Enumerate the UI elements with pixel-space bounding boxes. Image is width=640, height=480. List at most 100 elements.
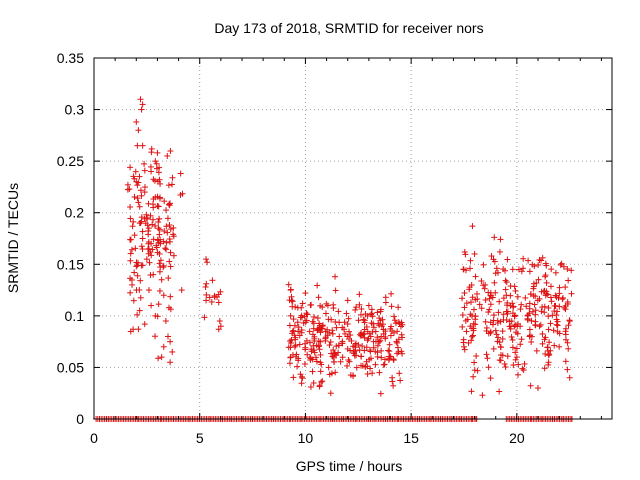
data-point [165, 182, 172, 189]
data-point [562, 328, 569, 335]
data-point [346, 328, 353, 335]
y-tick-label: 0.1 [65, 308, 85, 324]
data-point [150, 204, 157, 211]
data-point [543, 290, 550, 297]
data-point [553, 312, 560, 319]
data-point [303, 317, 310, 324]
data-point [155, 203, 162, 210]
data-point [459, 295, 466, 302]
data-point [127, 164, 134, 171]
data-point [155, 225, 162, 232]
data-point [152, 158, 159, 165]
data-point [288, 336, 295, 343]
data-point [523, 303, 530, 310]
data-point [307, 384, 314, 391]
data-point [560, 263, 567, 270]
data-point [472, 313, 479, 320]
data-point [494, 317, 501, 324]
data-point [130, 326, 137, 333]
data-point [134, 272, 141, 279]
data-point [551, 342, 558, 349]
data-point [157, 240, 164, 247]
data-point [564, 339, 571, 346]
data-point [329, 327, 336, 334]
data-point [325, 316, 332, 323]
data-point [298, 312, 305, 319]
data-point [309, 368, 316, 375]
data-point [378, 333, 385, 340]
data-point [355, 317, 362, 324]
data-point [131, 269, 138, 276]
data-point [204, 259, 211, 266]
data-point [369, 313, 376, 320]
data-point [374, 334, 381, 341]
data-point [143, 256, 150, 263]
data-point [487, 375, 494, 382]
data-point [539, 340, 546, 347]
data-point [154, 236, 161, 243]
data-point [486, 295, 493, 302]
data-point [469, 332, 476, 339]
data-point [358, 353, 365, 360]
data-point [467, 257, 474, 264]
data-point [495, 269, 502, 276]
data-point [399, 334, 406, 341]
data-point [496, 339, 503, 346]
data-point [541, 309, 548, 316]
data-point [460, 339, 467, 346]
data-point [381, 361, 388, 368]
data-point [568, 290, 575, 297]
data-point [315, 342, 322, 349]
data-point [201, 314, 208, 321]
grid-lines [94, 58, 612, 419]
data-point [500, 311, 507, 318]
data-point [544, 344, 551, 351]
data-point [487, 319, 494, 326]
data-point [303, 310, 310, 317]
data-point [155, 355, 162, 362]
data-point [135, 199, 142, 206]
data-point [203, 297, 210, 304]
data-point [374, 342, 381, 349]
data-point [509, 344, 516, 351]
data-point [562, 284, 569, 291]
data-point [395, 348, 402, 355]
data-point [358, 330, 365, 337]
data-point [134, 182, 141, 189]
data-point [127, 257, 134, 264]
data-point [161, 228, 168, 235]
data-point [460, 266, 467, 273]
data-point [543, 279, 550, 286]
data-point [504, 353, 511, 360]
data-point [556, 330, 563, 337]
data-point [491, 234, 498, 241]
data-point [394, 328, 401, 335]
data-point [391, 313, 398, 320]
data-point [139, 246, 146, 253]
data-point [464, 316, 471, 323]
data-point [332, 369, 339, 376]
data-point [317, 329, 324, 336]
data-point [361, 347, 368, 354]
data-point [461, 304, 468, 311]
data-point [470, 320, 477, 327]
data-point [397, 377, 404, 384]
data-point [153, 165, 160, 172]
data-point [165, 275, 172, 282]
data-point [138, 243, 145, 250]
data-point [294, 363, 301, 370]
data-point [555, 294, 562, 301]
data-point [484, 355, 491, 362]
data-point [292, 303, 299, 310]
data-point [141, 189, 148, 196]
data-point [308, 346, 315, 353]
data-point [290, 327, 297, 334]
data-point [388, 303, 395, 310]
data-point [302, 340, 309, 347]
data-point [203, 280, 210, 287]
data-point [295, 357, 302, 364]
data-point [508, 333, 515, 340]
data-point [137, 277, 144, 284]
data-point [376, 322, 383, 329]
data-point [459, 312, 466, 319]
